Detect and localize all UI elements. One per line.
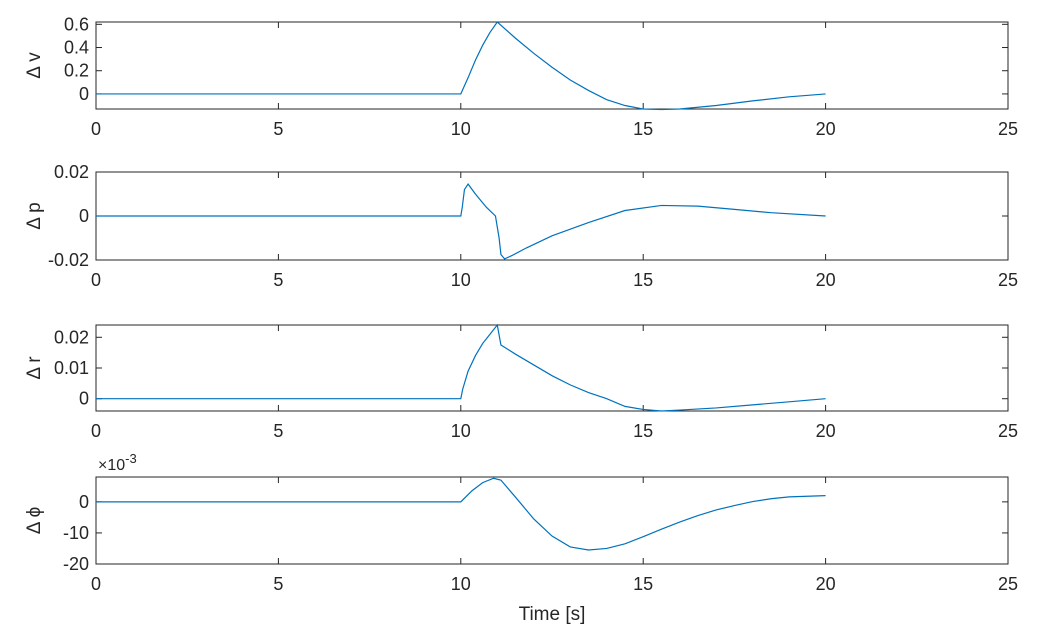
x-tick-label: 20 [816, 270, 836, 290]
x-tick-label: 10 [451, 574, 471, 594]
x-tick-label: 20 [816, 421, 836, 441]
series-line-2 [96, 183, 826, 260]
y-tick-label: 0.6 [64, 14, 89, 34]
y-axis-label: Δ ϕ [24, 507, 45, 535]
y-tick-label: 0 [79, 389, 89, 409]
series-line-3 [96, 323, 826, 412]
y-tick-label: 0.2 [64, 61, 89, 81]
y-exponent-power: -3 [125, 451, 137, 466]
x-tick-label: 25 [998, 270, 1018, 290]
axes-box [95, 476, 1009, 565]
x-tick-label: 10 [451, 270, 471, 290]
axes-box [95, 21, 1009, 110]
subplot-2: 0 5 10 15 20 250.020-0.02Δ p [24, 162, 1018, 290]
x-tick-label: 0 [91, 270, 101, 290]
series-line-4 [96, 477, 826, 551]
y-tick-label: 0.02 [54, 327, 89, 347]
x-tick-label: 5 [273, 421, 283, 441]
y-tick-label: -10 [63, 523, 89, 543]
y-tick-label: 0.01 [54, 358, 89, 378]
y-tick-label: 0 [79, 206, 89, 226]
x-tick-label: 20 [816, 119, 836, 139]
subplot-1: 0 5 10 15 20 25 0.6 0.4 0.2 0 Δ v [24, 14, 1018, 139]
y-axis-label: Δ r [24, 356, 45, 380]
x-tick-label: 15 [633, 574, 653, 594]
x-tick-label: 15 [633, 421, 653, 441]
y-tick-label: 0 [79, 84, 89, 104]
y-tick-label: -0.02 [48, 250, 89, 270]
x-tick-label: 10 [451, 421, 471, 441]
y-tick-label: 0.4 [64, 38, 89, 58]
x-tick-label: 5 [273, 119, 283, 139]
y-tick-label: -20 [63, 554, 89, 574]
x-tick-label: 0 [91, 421, 101, 441]
y-axis-label: Δ p [24, 202, 45, 230]
y-axis-label: Δ v [24, 52, 45, 79]
axes-box [95, 324, 1009, 412]
x-axis-label: Time [s] [519, 604, 586, 625]
x-tick-label: 15 [633, 270, 653, 290]
x-tick-label: 0 [91, 574, 101, 594]
x-tick-label: 25 [998, 119, 1018, 139]
x-tick-label: 25 [998, 574, 1018, 594]
x-tick-label: 0 [91, 119, 101, 139]
x-tick-label: 10 [451, 119, 471, 139]
y-exponent-label: ×10-3 [98, 451, 137, 474]
y-tick-label: 0 [79, 492, 89, 512]
x-tick-label: 15 [633, 119, 653, 139]
subplot-3: 0 5 10 15 20 25 0.02 0.01 0 Δ r [24, 323, 1018, 441]
x-tick-label: 5 [273, 574, 283, 594]
x-tick-label: 5 [273, 270, 283, 290]
x-tick-label: 25 [998, 421, 1018, 441]
y-tick-label: 0.02 [54, 162, 89, 182]
series-line-1 [96, 21, 826, 111]
subplot-4: 0 5 10 15 20 25 0 -10 -20 Δ ϕ ×10-3 Time [s] [24, 451, 1018, 625]
x-tick-label: 20 [816, 574, 836, 594]
